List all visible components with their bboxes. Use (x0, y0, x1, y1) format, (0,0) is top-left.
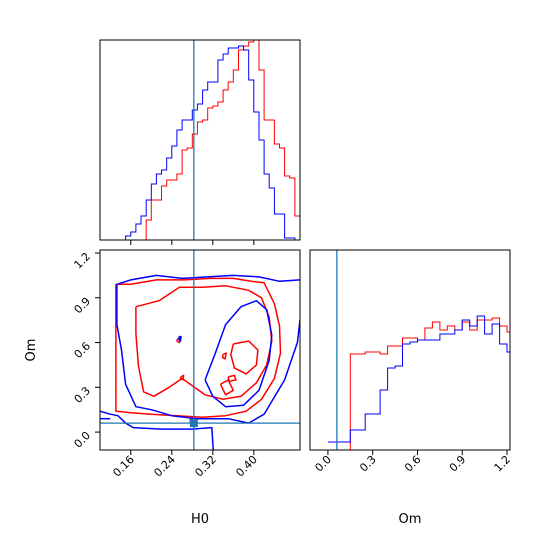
x-tick-label: 0.32 (192, 453, 219, 480)
x-tick-label: 0.6 (402, 453, 424, 475)
x-tick-label: 0.3 (357, 453, 379, 475)
Om-marginal-bars (327, 315, 510, 450)
contour-lines (100, 250, 300, 450)
red-contour (227, 374, 237, 383)
red-contour (135, 285, 273, 401)
blue-contour (116, 320, 300, 424)
red-histogram-step (100, 40, 300, 240)
truth-marker (189, 419, 198, 428)
x-tick-label: 0.9 (447, 453, 469, 475)
blue-contour (116, 274, 300, 325)
red-contour (221, 352, 227, 360)
red-histogram-step (327, 317, 510, 450)
x-tick-label: 0.16 (110, 453, 137, 480)
blue-contour (100, 410, 215, 450)
y-axis-label-om: Om (24, 339, 39, 362)
y-tick-label: 1.2 (72, 250, 94, 272)
blue-contour (204, 299, 273, 408)
h0-marginal-frame (99, 39, 301, 241)
red-contour (115, 277, 282, 418)
blue-histogram-step (327, 315, 510, 443)
blue-contour (178, 335, 182, 342)
h0-om-joint-panel: 0.16 0.24 0.32 0.40 0.0 0.3 0.6 0.9 1.2 (72, 249, 301, 480)
x-tick-label: 0.0 (312, 453, 334, 475)
y-tick-label: 0.6 (72, 339, 94, 361)
H0-marginal-bars (100, 40, 300, 240)
red-contour (219, 379, 235, 396)
y-tick-label: 0.0 (72, 429, 94, 451)
x-axis-label-om: Om (399, 512, 422, 527)
x-axis-label-h0: H0 (191, 512, 209, 527)
x-tick-label: 0.40 (233, 453, 260, 480)
om-marginal-panel: 0.0 0.3 0.6 0.9 1.2 (309, 249, 514, 475)
red-contour (230, 340, 259, 375)
red-contour (179, 374, 185, 381)
blue-histogram-step (100, 45, 300, 240)
h0-marginal-panel (99, 39, 301, 245)
y-tick-label: 0.3 (72, 384, 94, 406)
om-marginal-frame (309, 249, 511, 451)
h0-om-joint-frame (99, 249, 301, 451)
x-tick-label: 1.2 (492, 453, 514, 475)
y-tick-label: 0.9 (72, 295, 94, 317)
x-tick-label: 0.24 (151, 453, 178, 480)
